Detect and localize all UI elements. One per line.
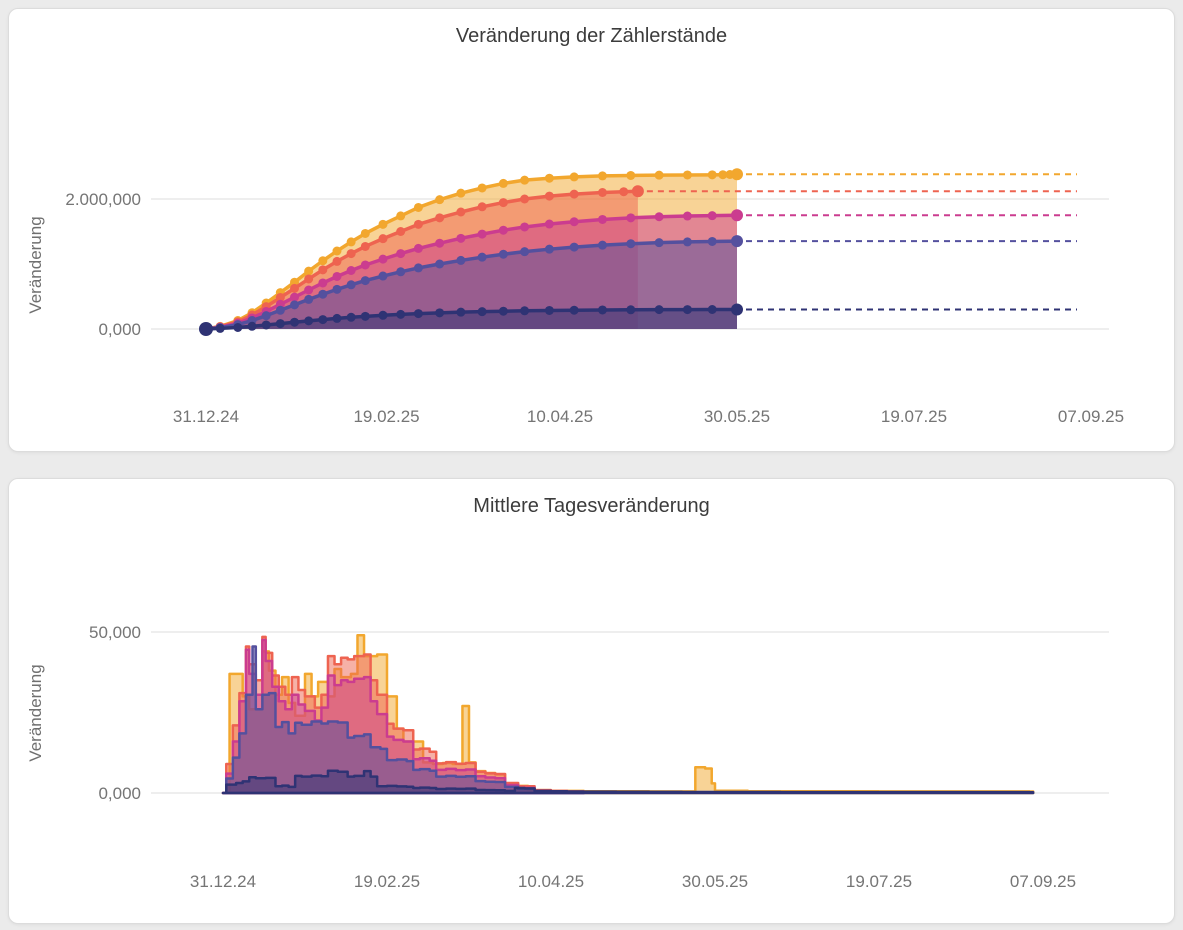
svg-text:19.07.25: 19.07.25 <box>881 407 947 426</box>
svg-text:19.02.25: 19.02.25 <box>354 872 420 891</box>
svg-text:0,000: 0,000 <box>98 784 141 803</box>
cumulative-chart-canvas[interactable]: 0,000 2.000,000 31.12.24 19.02.25 10.04.25 30… <box>9 9 1174 451</box>
svg-text:Veränderung: Veränderung <box>26 216 45 313</box>
svg-text:31.12.24: 31.12.24 <box>173 407 239 426</box>
svg-text:19.02.25: 19.02.25 <box>353 407 419 426</box>
svg-text:19.07.25: 19.07.25 <box>846 872 912 891</box>
svg-text:50,000: 50,000 <box>89 623 141 642</box>
chart-card-daily: Mittlere Tagesveränderung 0,000 50,000 31.… <box>8 478 1175 924</box>
svg-text:07.09.25: 07.09.25 <box>1010 872 1076 891</box>
svg-text:07.09.25: 07.09.25 <box>1058 407 1124 426</box>
svg-text:30.05.25: 30.05.25 <box>704 407 770 426</box>
chart-card-cumulative: Veränderung der Zählerstände 0,000 2.000,… <box>8 8 1175 452</box>
svg-text:Veränderung: Veränderung <box>26 664 45 761</box>
svg-text:0,000: 0,000 <box>98 320 141 339</box>
svg-text:10.04.25: 10.04.25 <box>527 407 593 426</box>
svg-text:31.12.24: 31.12.24 <box>190 872 256 891</box>
svg-text:30.05.25: 30.05.25 <box>682 872 748 891</box>
svg-text:10.04.25: 10.04.25 <box>518 872 584 891</box>
daily-chart-canvas[interactable]: 0,000 50,000 31.12.24 19.02.25 10.04.25 30.05… <box>9 479 1174 923</box>
svg-text:2.000,000: 2.000,000 <box>65 190 141 209</box>
